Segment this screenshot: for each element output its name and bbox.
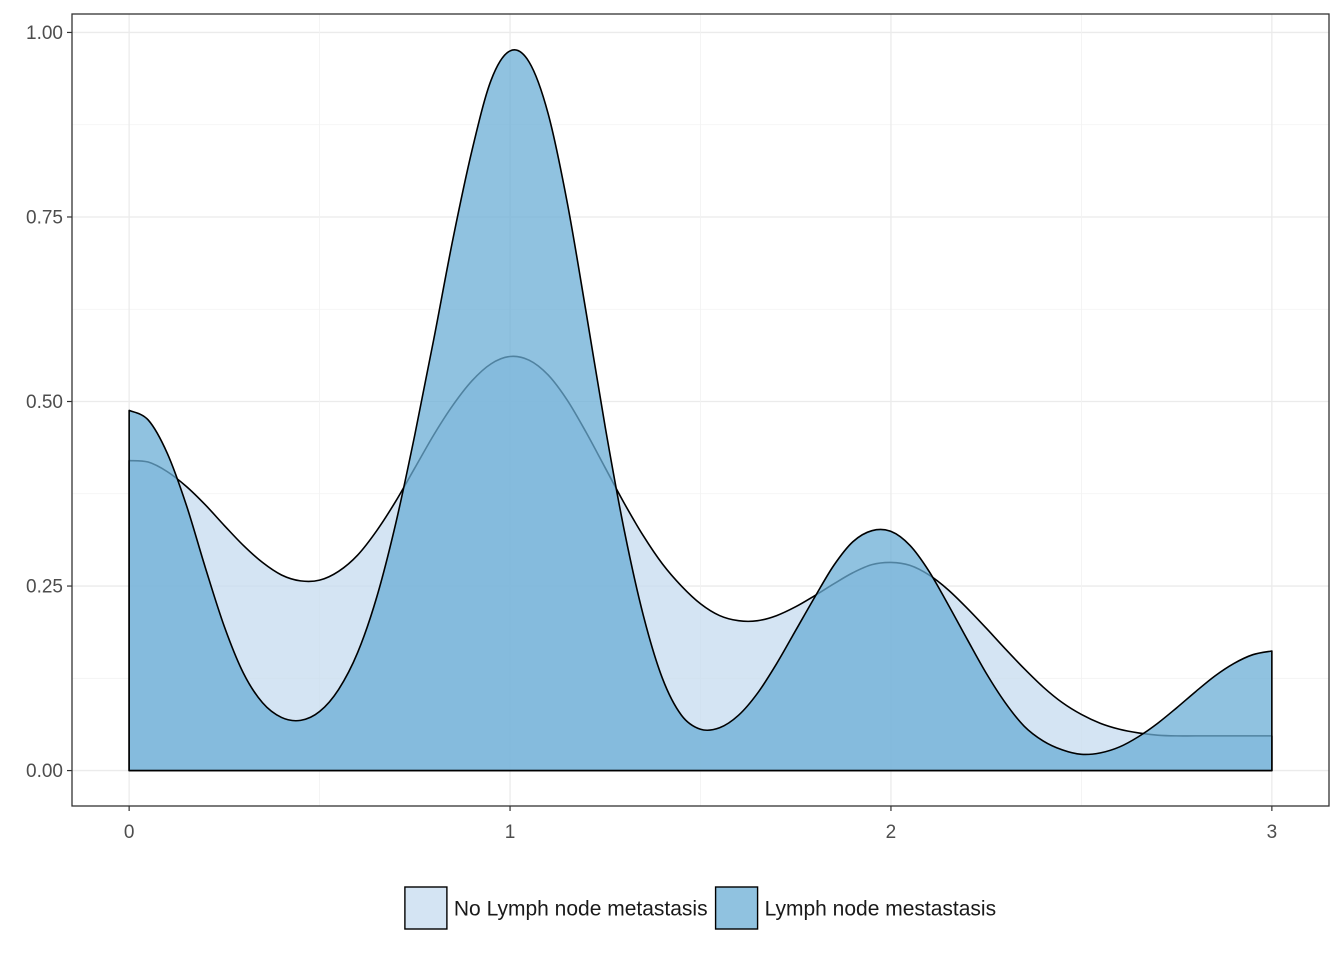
legend-label-series-1: No Lymph node metastasis [454, 898, 708, 921]
legend-label-series-2: Lymph node mestastasis [765, 898, 997, 921]
x-tick-label: 0 [124, 822, 135, 843]
legend: No Lymph node metastasis Lymph node mesta… [404, 886, 997, 930]
x-tick-label: 3 [1267, 822, 1278, 843]
y-tick-label: 0.75 [26, 207, 63, 228]
x-tick-label: 2 [886, 822, 897, 843]
density-area-series-2 [128, 49, 1273, 772]
y-tick-label: 0.25 [26, 577, 63, 598]
plot-panel-border [71, 13, 1330, 807]
x-tick-label: 1 [505, 822, 516, 843]
y-tick-label: 0.50 [26, 392, 63, 413]
y-tick-label: 1.00 [26, 23, 63, 44]
axes: 0.00 0.25 0.50 0.75 1.00 0 1 2 3 [26, 23, 1277, 843]
legend-key-series-1 [404, 886, 448, 930]
density-areas [128, 49, 1273, 772]
y-tick-label: 0.00 [26, 761, 63, 782]
legend-key-series-2 [714, 886, 759, 930]
